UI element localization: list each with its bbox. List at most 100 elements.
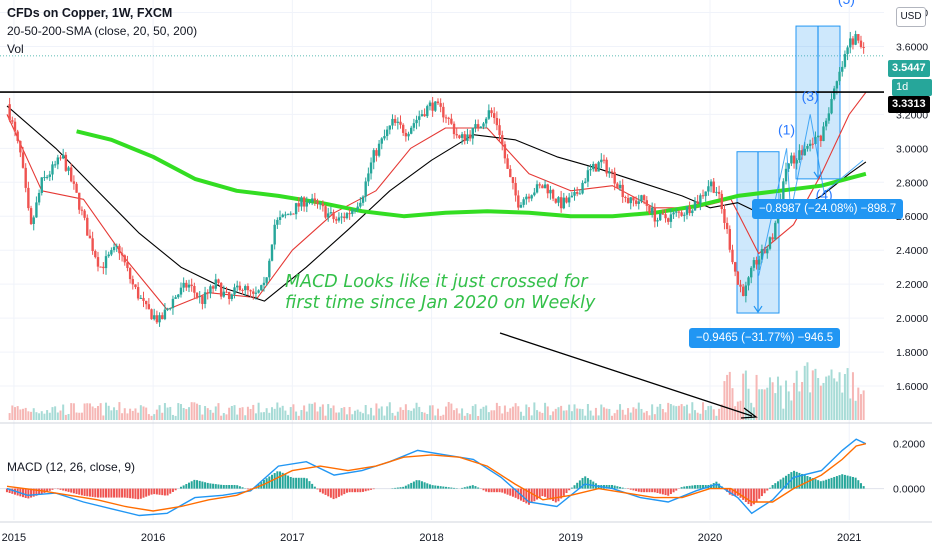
candle-body: [428, 102, 432, 107]
candle-body: [677, 211, 681, 213]
volume-bar: [59, 410, 62, 420]
macd-legend[interactable]: MACD (12, 26, close, 9): [7, 460, 136, 474]
candle-body: [562, 197, 566, 209]
candle-body: [760, 249, 764, 260]
volume-bar: [458, 413, 461, 420]
candle-body: [351, 210, 354, 214]
volume-bar: [611, 415, 613, 420]
candle-body: [806, 146, 809, 149]
macd-histogram-bar: [158, 488, 161, 495]
volume-bar: [851, 372, 854, 420]
volume-bar: [739, 400, 742, 420]
candle-body: [493, 113, 496, 119]
currency-button[interactable]: USD: [896, 7, 926, 27]
macd-histogram-bar: [174, 488, 177, 491]
macd-histogram-bar: [498, 488, 501, 493]
candle-body: [822, 126, 825, 142]
sma-legend[interactable]: 20-50-200-SMA (close, 20, 50, 200): [7, 24, 198, 38]
macd-histogram-bar: [715, 481, 718, 489]
macd-histogram-bar: [434, 485, 437, 489]
volume-bar: [281, 405, 284, 420]
candle-body: [107, 254, 110, 257]
candle-body: [155, 315, 159, 323]
macd-histogram-bar: [549, 488, 552, 500]
candle-body: [522, 199, 525, 205]
macd-histogram-bar: [426, 483, 429, 489]
volume-bar: [707, 406, 710, 420]
axes: 3.80003.60003.20003.00002.80002.60002.40…: [2, 7, 929, 544]
volume-bar: [629, 412, 632, 420]
macd-histogram-bar: [482, 488, 485, 491]
candle-body: [241, 289, 244, 291]
candle-body: [741, 286, 745, 296]
macd-histogram-bar: [846, 475, 849, 489]
macd-histogram-bar: [862, 486, 865, 489]
macd-histogram-bar: [849, 476, 852, 489]
candle-body: [565, 197, 568, 203]
volume-bar: [308, 403, 311, 420]
macd-histogram-bar: [576, 482, 579, 489]
candle-body: [664, 214, 667, 219]
candle-body: [32, 217, 35, 224]
macd-histogram-bar: [289, 476, 292, 489]
candle-body: [415, 119, 418, 124]
candle-body: [252, 291, 255, 294]
volume-bar: [426, 414, 429, 420]
candle-body: [300, 197, 303, 207]
candle-body: [345, 213, 349, 219]
macd-histogram-bar: [161, 488, 164, 496]
volume-bar: [635, 408, 638, 420]
candle-body: [99, 266, 102, 268]
measure-label-lower[interactable]: −0.9465 (−31.77%) −946.5: [689, 328, 841, 348]
macd-histogram-bar: [851, 476, 854, 489]
volume-bar: [201, 414, 204, 420]
volume-bar: [862, 390, 865, 420]
candle-body: [621, 184, 624, 198]
measure-label-upper[interactable]: −0.8987 (−24.08%) −898.7: [752, 199, 904, 219]
volume-bar: [142, 406, 145, 420]
candle-body: [190, 284, 193, 287]
volume-bar: [80, 412, 83, 420]
price-tick-label: 1.6000: [896, 381, 928, 393]
volume-bar: [72, 403, 75, 420]
volume-bar: [453, 410, 456, 420]
macd-histogram-bar: [699, 484, 702, 489]
macd-histogram-bar: [619, 486, 622, 489]
macd-tick-label: 0.0000: [893, 484, 925, 496]
volume-bar: [787, 391, 790, 420]
macd-histogram-bar: [581, 477, 584, 489]
macd-histogram-bar: [321, 488, 324, 494]
volume-bar: [83, 403, 86, 420]
measure-arrow-head: [753, 305, 763, 314]
macd-histogram-bar: [501, 488, 504, 493]
volume-bar: [699, 413, 702, 420]
candle-body: [699, 195, 702, 204]
macd-histogram-bar: [364, 488, 367, 492]
candle-body: [380, 138, 383, 144]
volume-legend[interactable]: Vol: [7, 42, 24, 56]
candle-body: [356, 206, 359, 210]
volume-bar: [466, 413, 469, 420]
volume-bar: [763, 389, 766, 420]
candle-body: [110, 250, 113, 255]
macd-histogram-bar: [118, 488, 121, 498]
candle-body: [401, 124, 405, 133]
volume-bar: [46, 410, 49, 420]
candle-body: [72, 181, 76, 184]
macd-histogram-bar: [300, 477, 303, 489]
macd-histogram-bar: [747, 488, 750, 505]
candle-body: [573, 192, 576, 196]
candle-body: [581, 182, 584, 194]
macd-histogram-bar: [688, 485, 691, 489]
candle-body: [490, 110, 493, 114]
volume-bar: [538, 411, 541, 420]
macd-histogram-bar: [206, 482, 209, 489]
volume-bar: [621, 409, 624, 420]
candle-body: [286, 214, 290, 216]
candle-body: [733, 262, 737, 272]
candle-body: [43, 177, 46, 179]
candle-body: [782, 181, 785, 200]
macd-note[interactable]: MACD Looks like it just crossed for firs…: [285, 272, 596, 313]
volume-bar: [776, 376, 779, 420]
